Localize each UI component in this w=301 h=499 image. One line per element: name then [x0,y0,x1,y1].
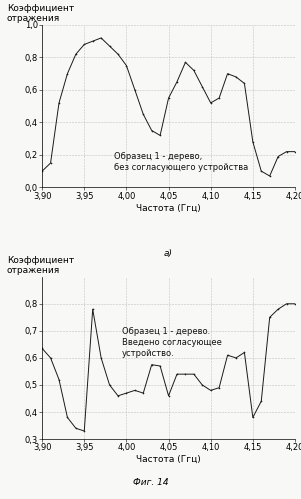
X-axis label: Частота (Ггц): Частота (Ггц) [136,203,201,212]
X-axis label: Частота (Ггц): Частота (Ггц) [136,455,201,464]
Text: Фиг. 14: Фиг. 14 [133,478,168,487]
Text: a): a) [164,249,173,258]
Text: Коэффициент
отражения: Коэффициент отражения [7,4,74,23]
Text: Образец 1 - дерево.
Введено согласующее
устройство.: Образец 1 - дерево. Введено согласующее … [122,327,222,358]
Text: Образец 1 - дерево,
без согласующего устройства: Образец 1 - дерево, без согласующего уст… [114,152,248,172]
Text: Коэффициент
отражения: Коэффициент отражения [7,255,74,275]
